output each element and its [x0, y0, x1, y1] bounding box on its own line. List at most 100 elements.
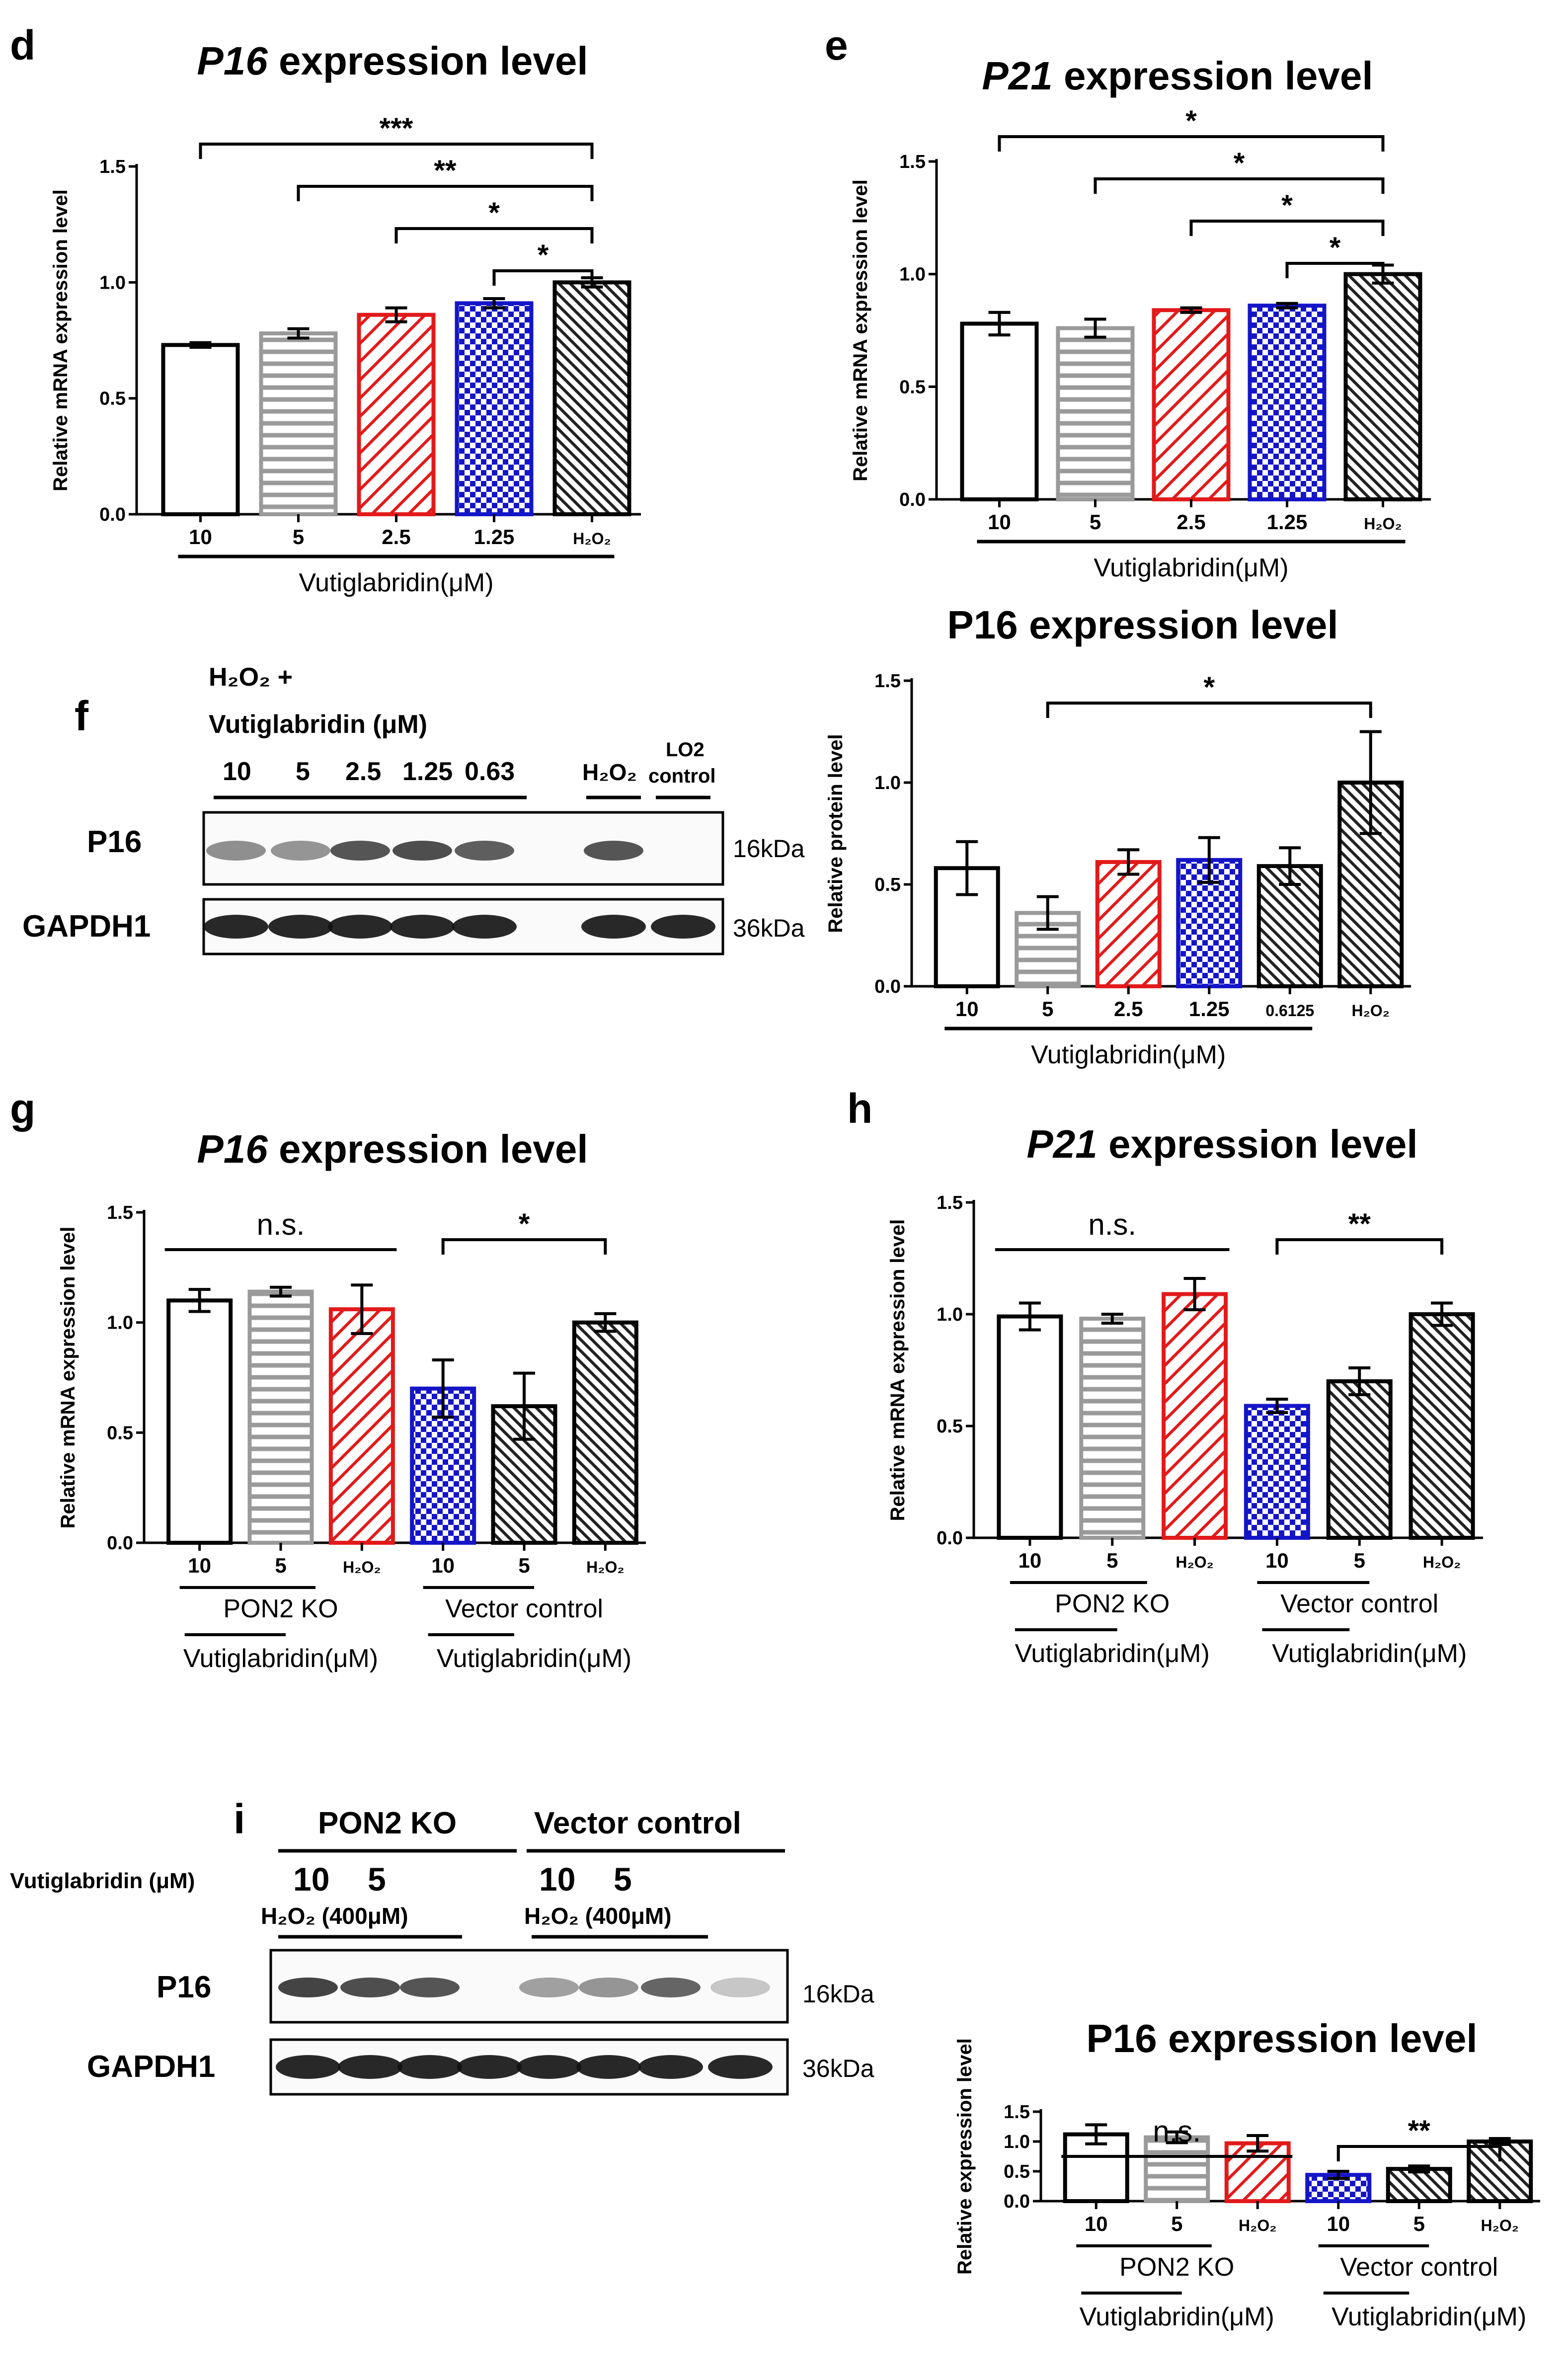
- x-tick-label: 10: [1327, 2212, 1350, 2235]
- blot-i-dose-10b: 10: [539, 1861, 575, 1898]
- significance-label: *: [1234, 147, 1245, 179]
- y-tick-label: 1.5: [1004, 2102, 1030, 2123]
- y-tick-label: 0.0: [1004, 2191, 1030, 2212]
- western-blot-f: H₂O₂ + Vutiglabridin (μM) 10 5 2.5 1.25 …: [22, 663, 805, 955]
- gapdh-band: [204, 915, 268, 939]
- chart-f2: P16 expression level 0.0 0.5 1.0 1.5 Relative…: [825, 603, 1411, 1069]
- blot-f-lo2-label-2: control: [648, 765, 716, 787]
- p16-band: [710, 1978, 770, 1997]
- bar: [960, 321, 1039, 502]
- significance-label: *: [1185, 105, 1197, 137]
- x-tick-label: 5: [1354, 1549, 1365, 1572]
- significance-bracket: [297, 185, 594, 201]
- gapdh-band: [390, 915, 455, 939]
- y-tick-label: 0.5: [937, 1416, 963, 1437]
- blot-f-lane-0.63: 0.63: [465, 757, 515, 786]
- blot-f-kda-16: 16kDa: [733, 835, 805, 863]
- y-axis-label: Relative expression level: [954, 2038, 976, 2275]
- y-tick-label: 0.5: [99, 389, 126, 409]
- bar: [1162, 1292, 1228, 1540]
- x-tick-label: 1.25: [474, 525, 515, 549]
- group-label: Vutiglabridin(μM): [1272, 1639, 1467, 1668]
- x-tick-label: 5: [1171, 2212, 1182, 2235]
- chart-title-text: expression level: [268, 39, 588, 83]
- gapdh-band: [328, 915, 392, 939]
- significance-label: n.s.: [257, 1208, 305, 1241]
- panel-label-h: h: [847, 1085, 872, 1132]
- blot-f-lane-2.5: 2.5: [345, 757, 381, 786]
- chart-title-gene: P16: [197, 1127, 268, 1171]
- bar: [1056, 326, 1135, 501]
- x-tick-label: 0.6125: [1265, 1002, 1314, 1020]
- significance-bracket: [1189, 220, 1385, 236]
- x-tick-label: 2.5: [1114, 997, 1143, 1021]
- group-label: Vutiglabridin(μM): [1080, 2302, 1274, 2331]
- y-axis-label: Relative mRNA expression level: [850, 179, 871, 481]
- blot-i-row-gapdh1: GAPDH1: [87, 2050, 215, 2084]
- group-label: Vector control: [1280, 1589, 1438, 1618]
- y-axis-label: Relative mRNA expression level: [57, 1227, 79, 1529]
- gapdh-band: [651, 915, 715, 939]
- gapdh-band: [338, 2055, 402, 2079]
- significance-bracket: [394, 227, 594, 243]
- significance-label: **: [1408, 2115, 1431, 2147]
- group-label: PON2 KO: [223, 1594, 338, 1623]
- significance-label: ***: [380, 112, 413, 145]
- chart-title: P21 expression level: [982, 54, 1373, 98]
- bar: [455, 301, 534, 516]
- p16-band: [584, 841, 643, 861]
- chart-e: P21 expression level 0.0 0.5 1.0 1.5 Relative…: [850, 54, 1431, 582]
- gapdh-band: [276, 2055, 340, 2079]
- significance-label: *: [488, 197, 500, 229]
- blot-f-kda-36: 36kDa: [733, 914, 805, 942]
- bar: [161, 343, 240, 516]
- significance-label: *: [519, 1208, 530, 1240]
- blot-f-row-p16: P16: [87, 825, 142, 859]
- bar: [1386, 2167, 1452, 2204]
- p16-band: [206, 841, 266, 861]
- x-tick-label: H₂O₂: [1239, 2217, 1276, 2234]
- y-tick-label: 1.5: [874, 671, 901, 692]
- blot-i-h2o2-b: H₂O₂ (400μM): [524, 1903, 672, 1929]
- blot-f-lo2-label-1: LO2: [666, 739, 705, 761]
- significance-label: **: [434, 155, 457, 187]
- blot-f-header-line2: Vutiglabridin (μM): [209, 710, 427, 739]
- panel-label-i: i: [234, 1796, 245, 1842]
- chart-title: P16 expression level: [197, 1127, 588, 1171]
- y-axis-label: Relative protein level: [825, 734, 847, 933]
- y-tick-label: 0.0: [937, 1528, 963, 1549]
- x-tick-label: 10: [1085, 2212, 1108, 2235]
- x-tick-label: H₂O₂: [573, 530, 611, 548]
- gapdh-band: [452, 915, 517, 939]
- significance-label: *: [1330, 232, 1341, 264]
- bar: [997, 1314, 1063, 1540]
- y-tick-label: 1.5: [107, 1202, 133, 1223]
- y-tick-label: 1.0: [937, 1304, 963, 1325]
- significance-label: *: [1203, 671, 1215, 704]
- bar: [328, 1307, 395, 1545]
- blot-i-p16-frame: [269, 1949, 789, 2024]
- group-label: Vutiglabridin(μM): [299, 568, 493, 597]
- bar: [1326, 1379, 1393, 1540]
- group-label: Vector control: [1340, 2253, 1498, 2282]
- blot-f-lane-5: 5: [296, 757, 310, 786]
- y-tick-label: 0.0: [874, 976, 901, 997]
- significance-bracket: [1046, 702, 1372, 718]
- gapdh-band: [268, 915, 333, 939]
- blot-i-dose-10a: 10: [293, 1861, 329, 1898]
- y-tick-label: 0.5: [899, 377, 926, 397]
- gapdh-band: [638, 2055, 703, 2079]
- chart-title: P16 expression level: [197, 39, 588, 83]
- y-tick-label: 1.5: [899, 152, 926, 172]
- chart-title-gene: P21: [1026, 1122, 1097, 1166]
- bar: [1248, 304, 1327, 502]
- charts-layer: P16 expression level 0.0 0.5 1.0 1.5 Relative…: [50, 39, 1540, 2331]
- panel-label-d: d: [10, 22, 35, 69]
- group-label: Vutiglabridin(μM): [1094, 554, 1288, 582]
- y-tick-label: 0.5: [874, 874, 901, 895]
- x-tick-label: H₂O₂: [343, 1558, 381, 1576]
- gapdh-band: [708, 2055, 773, 2079]
- chart-title: P16 expression level: [947, 603, 1338, 647]
- x-tick-label: 5: [1106, 1549, 1118, 1572]
